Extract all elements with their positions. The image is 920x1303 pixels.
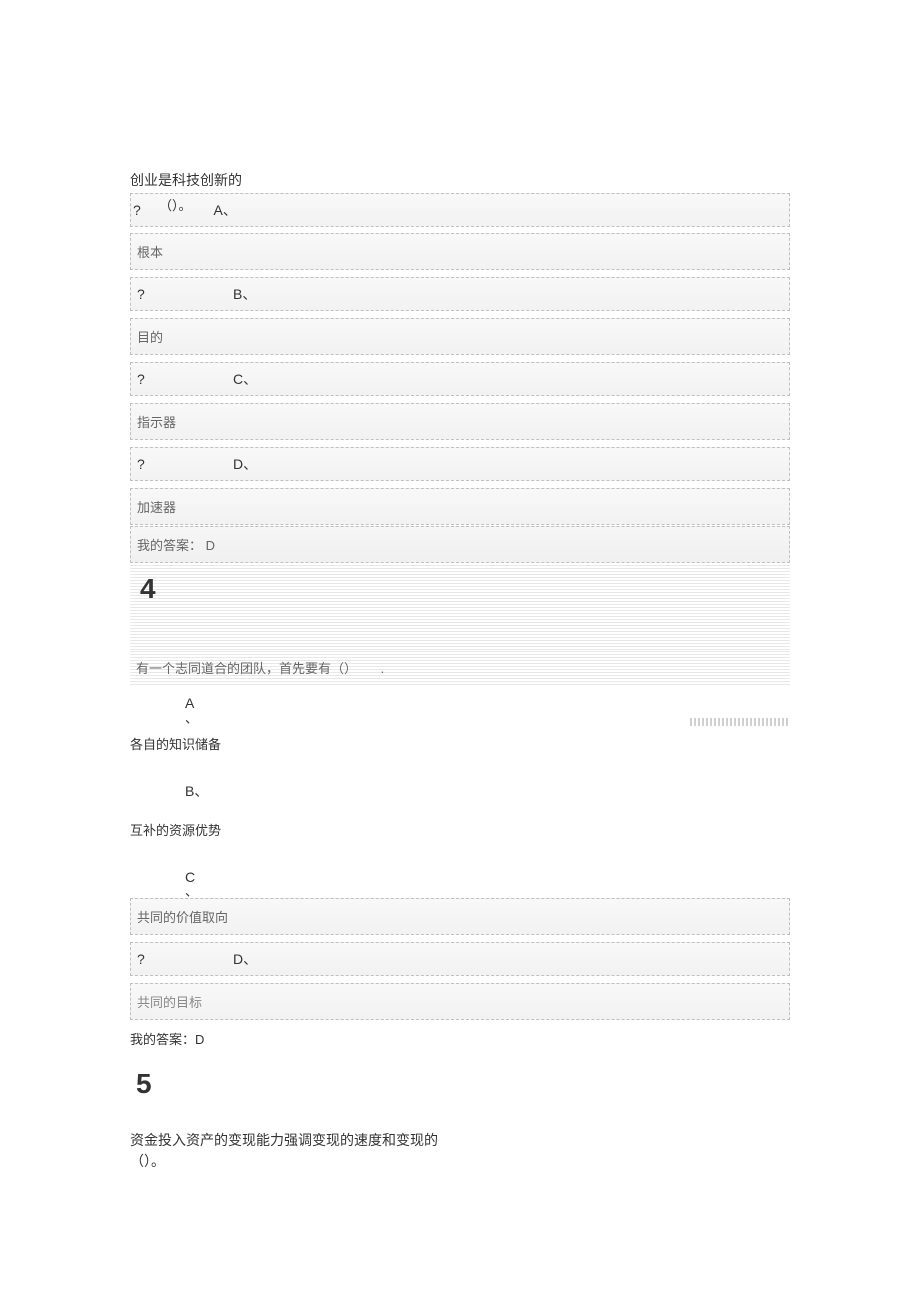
q4-stem-text: 有一个志同道合的团队，首先要有（）	[136, 661, 357, 676]
q4-option-d-row: ? D、	[130, 942, 790, 976]
q4-value-a: 各自的知识储备	[130, 726, 790, 761]
q3-stem-line1: 创业是科技创新的	[130, 170, 790, 191]
q5-stem-line2: （）。	[130, 1151, 790, 1172]
q3-option-b-row: ? B、	[130, 277, 790, 311]
q3-marker-a: ?	[131, 202, 151, 218]
q3-marker-b: ?	[131, 286, 181, 302]
q4-letter-a[interactable]: A	[130, 685, 790, 712]
q4-letter-c-sep: 、	[130, 885, 790, 898]
q3-value-b: 目的	[130, 318, 790, 355]
q3-letter-c[interactable]: C、	[181, 369, 241, 389]
q5-number: 5	[136, 1068, 790, 1100]
q3-marker-d: ?	[131, 456, 181, 472]
q3-option-c-row: ? C、	[130, 362, 790, 396]
q5-stem-line1: 资金投入资产的变现能力强调变现的速度和变现的	[130, 1130, 790, 1151]
q3-letter-d[interactable]: D、	[181, 454, 241, 474]
q4-answer-value: D	[195, 1032, 204, 1047]
q3-option-a-row: ? （）。 A、	[130, 193, 790, 227]
q3-option-d-row: ? D、	[130, 447, 790, 481]
q5-stem: 资金投入资产的变现能力强调变现的速度和变现的 （）。	[130, 1130, 790, 1172]
q4-value-c: 共同的价值取向	[130, 898, 790, 935]
q3-stem-line2: （）。	[151, 195, 192, 214]
hatch-decoration	[690, 718, 790, 726]
q3-value-d: 加速器	[130, 488, 790, 525]
q4-value-b: 互补的资源优势	[130, 812, 790, 847]
q3-answer-value: D	[206, 538, 215, 553]
q3-value-c: 指示器	[130, 403, 790, 440]
q3-value-a: 根本	[130, 233, 790, 270]
q4-stem: 有一个志同道合的团队，首先要有（） .	[130, 650, 790, 685]
q3-letter-b[interactable]: B、	[181, 284, 241, 304]
q3-answer-label: 我的答案：	[137, 538, 202, 553]
q4-number: 4	[130, 563, 790, 650]
q3-marker-c: ?	[131, 371, 181, 387]
q4-letter-c[interactable]: C	[130, 859, 790, 886]
q4-stem-dot: .	[361, 661, 385, 676]
q3-answer: 我的答案： D	[130, 526, 790, 563]
q3-letter-a[interactable]: A、	[192, 200, 237, 220]
q4-marker-d: ?	[131, 951, 181, 967]
q4-value-d: 共同的目标	[130, 983, 790, 1020]
q4-answer-label: 我的答案：	[130, 1032, 195, 1047]
q4-letter-b[interactable]: B、	[130, 773, 790, 800]
q4-letter-d[interactable]: D、	[181, 949, 241, 969]
q4-letter-a-sep: 、	[130, 712, 690, 725]
q4-answer: 我的答案：D	[130, 1021, 790, 1056]
